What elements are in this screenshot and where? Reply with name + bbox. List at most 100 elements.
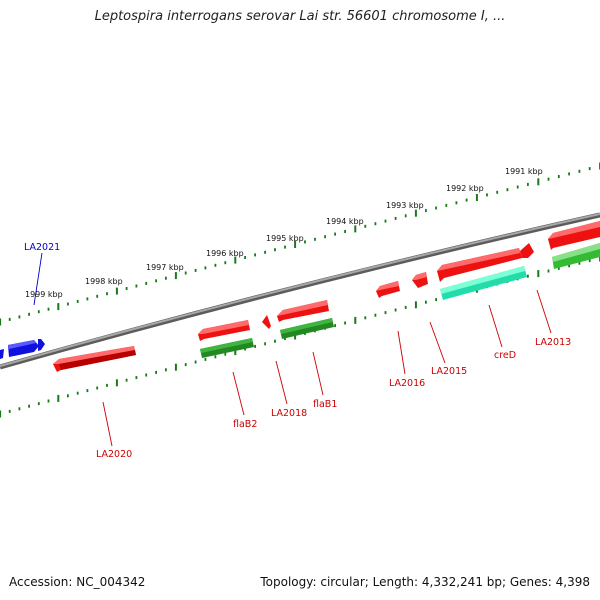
- inner-minor-tick: [224, 352, 227, 356]
- inner-minor-tick: [364, 316, 367, 320]
- inner-minor-tick: [527, 274, 529, 278]
- outer-minor-tick: [254, 253, 256, 257]
- gene-feature-flaB1-upper[interactable]: [277, 300, 329, 322]
- genome-summary-text: Topology: circular; Length: 4,332,241 bp…: [260, 575, 590, 589]
- outer-minor-tick: [527, 182, 529, 186]
- inner-minor-tick: [67, 394, 69, 398]
- outer-minor-tick: [425, 209, 427, 213]
- chromosome-backbone: [0, 212, 600, 370]
- gene-feature-LA2020[interactable]: [53, 346, 136, 372]
- outer-minor-tick: [578, 169, 581, 173]
- outer-major-tick: [414, 209, 417, 217]
- outer-major-tick: [354, 225, 357, 233]
- outer-minor-tick: [568, 172, 570, 176]
- gene-feature-creD-upper[interactable]: [437, 248, 522, 282]
- inner-minor-tick: [184, 363, 187, 367]
- gene-label-flaB2[interactable]: flaB2: [233, 419, 257, 430]
- outer-minor-tick: [304, 240, 306, 244]
- inner-tick-row: [0, 254, 600, 418]
- inner-minor-tick: [244, 347, 246, 351]
- outer-minor-tick: [224, 261, 227, 265]
- gene-feature-LA2021[interactable]: [0, 339, 45, 359]
- inner-major-tick: [115, 379, 118, 387]
- inner-minor-tick: [125, 378, 128, 382]
- gene-label-LA2020[interactable]: LA2020: [96, 449, 132, 460]
- accession-text: Accession: NC_004342: [9, 575, 146, 589]
- outer-minor-tick: [465, 198, 468, 202]
- outer-minor-tick: [37, 310, 40, 314]
- gene-label-LA2021[interactable]: LA2021: [24, 242, 60, 253]
- gene-feature-flaB1[interactable]: [280, 318, 334, 339]
- inner-minor-tick: [588, 259, 591, 263]
- outer-minor-tick: [76, 299, 79, 303]
- inner-major-tick: [0, 410, 2, 418]
- inner-minor-tick: [155, 370, 157, 374]
- inner-minor-tick: [96, 386, 99, 390]
- outer-minor-tick: [67, 302, 69, 306]
- inner-minor-tick: [425, 300, 427, 304]
- outer-major-tick: [234, 256, 237, 264]
- outer-minor-tick: [547, 177, 550, 181]
- ruler-label-1998: 1998 kbp: [85, 277, 123, 286]
- inner-minor-tick: [47, 399, 50, 403]
- inner-minor-tick: [334, 324, 336, 328]
- inner-minor-tick: [165, 368, 167, 372]
- outer-minor-tick: [435, 206, 437, 210]
- outer-tick-row: [0, 162, 600, 326]
- ruler-label-1999: 1999 kbp: [25, 290, 63, 299]
- gene-feature-creD[interactable]: [440, 266, 527, 300]
- outer-minor-tick: [486, 193, 488, 197]
- outer-minor-tick: [274, 248, 276, 252]
- inner-minor-tick: [578, 261, 581, 265]
- inner-minor-tick: [384, 311, 387, 315]
- inner-minor-tick: [86, 389, 89, 393]
- gene-feature-LA2018[interactable]: [262, 315, 271, 329]
- inner-major-tick: [57, 394, 60, 402]
- inner-minor-tick: [145, 373, 148, 377]
- map-title: Leptospira interrogans serovar Lai str. …: [94, 9, 506, 24]
- inner-minor-tick: [8, 409, 11, 413]
- ruler-label-1992: 1992 kbp: [446, 184, 484, 193]
- outer-minor-tick: [125, 287, 128, 290]
- outer-minor-tick: [184, 271, 187, 275]
- outer-minor-tick: [145, 281, 148, 285]
- ruler-label-1991: 1991 kbp: [505, 167, 543, 176]
- outer-minor-tick: [455, 201, 458, 205]
- gene-feature-LA2016[interactable]: [376, 281, 400, 298]
- outer-minor-tick: [506, 188, 509, 192]
- outer-minor-tick: [28, 312, 30, 316]
- outer-minor-tick: [404, 214, 407, 218]
- gene-feature-LA2013-small[interactable]: [520, 243, 534, 258]
- gene-label-LA2015[interactable]: LA2015: [431, 366, 467, 377]
- inner-minor-tick: [264, 342, 266, 346]
- outer-minor-tick: [445, 203, 448, 207]
- gene-feature-LA2015[interactable]: [412, 272, 428, 288]
- outer-minor-tick: [155, 279, 157, 283]
- outer-minor-tick: [334, 232, 336, 236]
- gene-feature-LA2013[interactable]: [548, 221, 600, 250]
- outer-minor-tick: [384, 219, 387, 223]
- ruler-label-1993: 1993 kbp: [386, 201, 424, 210]
- outer-minor-tick: [106, 292, 108, 296]
- gene-label-creD[interactable]: creD: [494, 350, 516, 361]
- outer-minor-tick: [314, 237, 316, 241]
- outer-minor-tick: [18, 315, 21, 319]
- gene-feature-LA2013-green[interactable]: [552, 243, 600, 269]
- outer-minor-tick: [374, 222, 377, 226]
- inner-minor-tick: [106, 383, 108, 387]
- inner-minor-tick: [194, 360, 197, 364]
- gene-feature-flaB2[interactable]: [200, 338, 254, 358]
- gene-label-LA2018[interactable]: LA2018: [271, 408, 307, 419]
- outer-minor-tick: [204, 266, 207, 270]
- gene-label-LA2016[interactable]: LA2016: [389, 378, 425, 389]
- inner-minor-tick: [274, 339, 276, 343]
- gene-label-flaB1[interactable]: flaB1: [313, 399, 337, 410]
- outer-minor-tick: [394, 216, 397, 220]
- inner-major-tick: [174, 363, 177, 371]
- outer-major-tick: [115, 287, 118, 295]
- outer-major-tick: [174, 272, 177, 280]
- gene-label-LA2013[interactable]: LA2013: [535, 337, 571, 348]
- gene-feature-flaB2-upper[interactable]: [198, 320, 250, 341]
- outer-minor-tick: [214, 263, 217, 267]
